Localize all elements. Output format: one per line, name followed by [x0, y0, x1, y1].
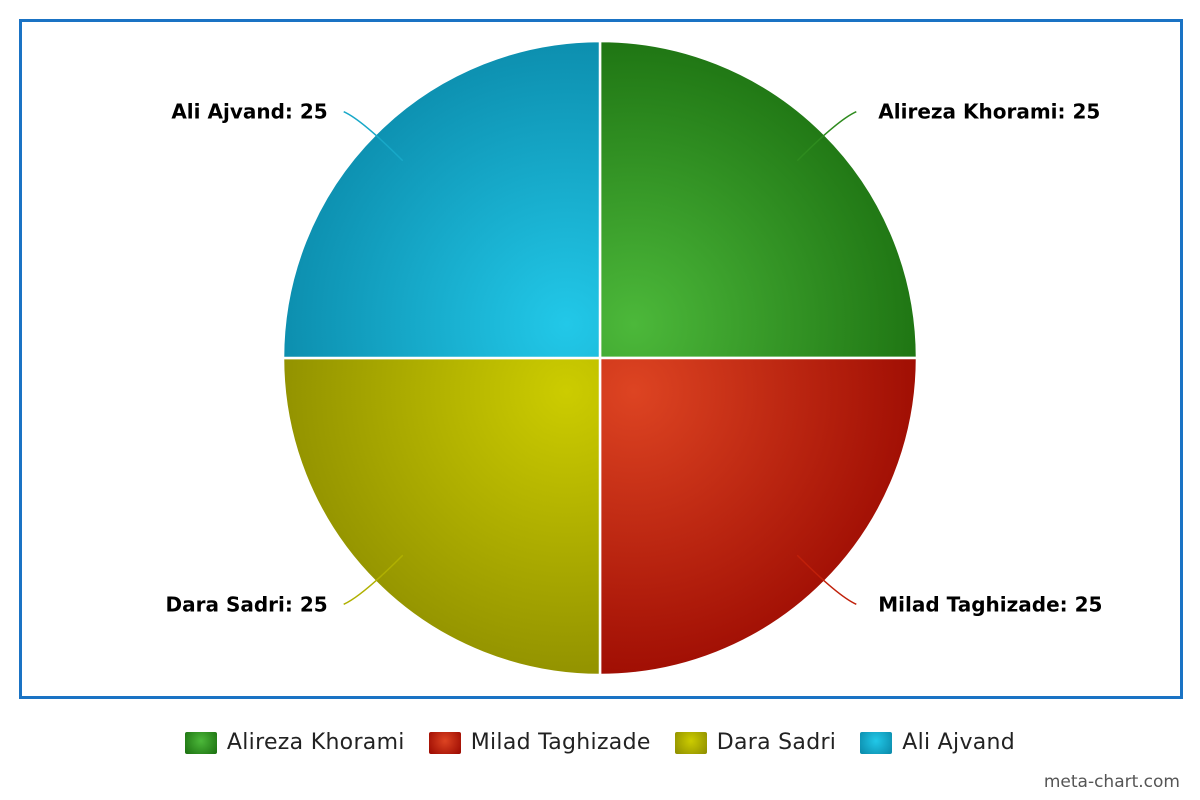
slice-label-dara-sadri: Dara Sadri: 25	[166, 592, 328, 616]
legend-item-alireza-khorami[interactable]: Alireza Khorami	[184, 730, 405, 755]
legend-swatch	[428, 731, 461, 754]
legend: Alireza Khorami Milad Taghizade Dara Sadri…	[0, 730, 1200, 755]
legend-swatch	[674, 731, 707, 754]
credit-text[interactable]: meta-chart.com	[1043, 772, 1180, 792]
pie-slice-dara-sadri[interactable]	[281, 356, 602, 677]
legend-item-ali-ajvand[interactable]: Ali Ajvand	[860, 730, 1015, 755]
leader-lines	[343, 111, 857, 605]
leader-line-alireza-khorami	[796, 111, 857, 162]
leader-line-dara-sadri	[343, 554, 404, 605]
slice-label-ali-ajvand: Ali Ajvand: 25	[171, 100, 327, 124]
legend-label: Ali Ajvand	[902, 730, 1016, 755]
leader-line-milad-taghizade	[796, 554, 857, 605]
legend-item-milad-taghizade[interactable]: Milad Taghizade	[428, 730, 651, 755]
legend-item-dara-sadri[interactable]: Dara Sadri	[674, 730, 837, 755]
pie-slice-ali-ajvand[interactable]	[281, 39, 602, 360]
pie-chart: Alireza Khorami: 25 Milad Taghizade: 25 Da…	[166, 39, 1103, 677]
pie-slice-alireza-khorami[interactable]	[598, 39, 919, 360]
slice-label-alireza-khorami: Alireza Khorami: 25	[878, 100, 1100, 124]
legend-swatch	[860, 731, 893, 754]
legend-label: Alireza Khorami	[226, 730, 405, 755]
leader-line-ali-ajvand	[343, 111, 404, 162]
slice-label-milad-taghizade: Milad Taghizade: 25	[878, 592, 1102, 616]
pie-slices	[281, 39, 919, 677]
slice-labels: Alireza Khorami: 25 Milad Taghizade: 25 Da…	[166, 100, 1103, 617]
chart-frame: Alireza Khorami: 25 Milad Taghizade: 25 Da…	[19, 19, 1183, 699]
pie-slice-milad-taghizade[interactable]	[598, 356, 919, 677]
legend-label: Milad Taghizade	[470, 730, 651, 755]
legend-label: Dara Sadri	[716, 730, 837, 755]
legend-swatch	[184, 731, 217, 754]
